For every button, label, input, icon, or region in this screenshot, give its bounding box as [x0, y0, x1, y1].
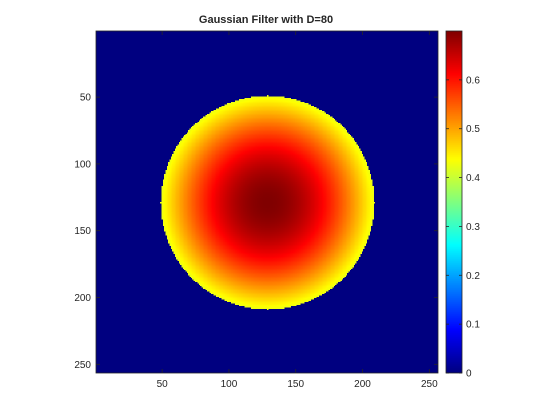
colorbar-tick-label: 0: [466, 369, 472, 380]
x-tick-label: 200: [354, 379, 371, 390]
axes-box: [95, 30, 439, 374]
x-tick-label: 50: [157, 379, 169, 390]
x-tick-label: 250: [421, 379, 438, 390]
colorbar-tick-label: 0.5: [466, 124, 480, 135]
axes: 50 100 150 200 250 50 100 150 200 250: [74, 30, 439, 390]
colorbar-frame: [445, 30, 463, 374]
colorbar-tick-label: 0.6: [466, 75, 480, 86]
colorbar-tick-label: 0.1: [466, 320, 480, 331]
colorbar-tick-label: 0.3: [466, 222, 480, 233]
colorbar-gradient: [446, 31, 462, 373]
x-tick-label: 150: [287, 379, 304, 390]
x-tick-label: 100: [221, 379, 238, 390]
y-tick-label: 150: [74, 226, 91, 237]
chart-title: Gaussian Filter with D=80: [199, 14, 333, 26]
y-tick-label: 250: [74, 360, 91, 371]
heatmap-image: [96, 31, 438, 373]
colorbar-tick-label: 0.4: [466, 173, 480, 184]
colorbar-tick-label: 0.2: [466, 271, 480, 282]
y-tick-label: 100: [74, 159, 91, 170]
y-tick-label: 200: [74, 293, 91, 304]
colorbar: 0 0.1 0.2 0.3 0.4 0.5 0.6: [445, 30, 480, 380]
y-tick-label: 50: [80, 93, 92, 104]
